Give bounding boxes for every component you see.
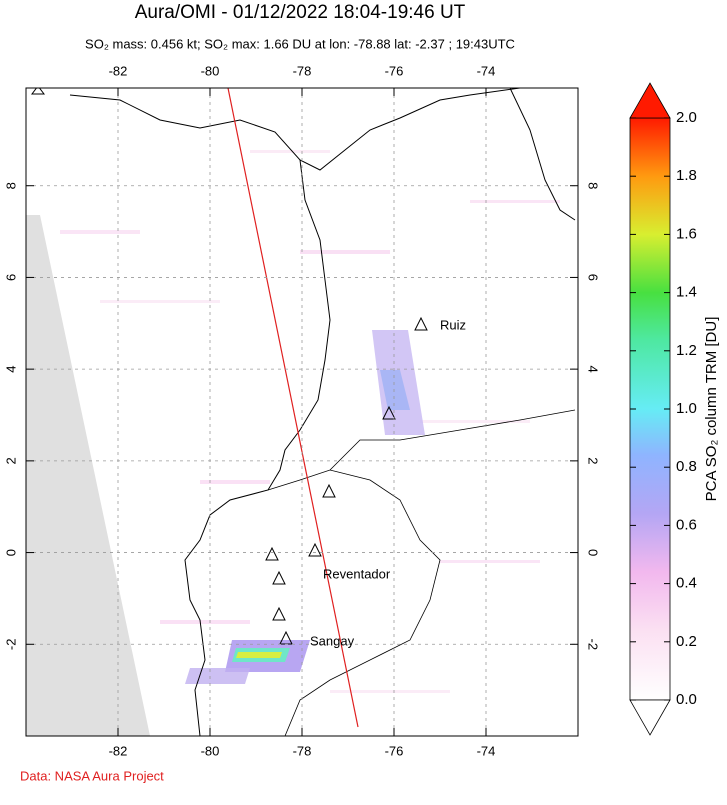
y-tick-label: 0	[3, 549, 18, 556]
map-body	[26, 88, 578, 736]
y-tick-label: 2	[3, 457, 18, 464]
volcano-label: Ruiz	[440, 317, 466, 332]
colorbar-tick-label: 2.0	[676, 109, 697, 126]
orbit-track	[227, 88, 359, 728]
colorbar-tick-label: 1.4	[676, 284, 697, 301]
grid	[26, 88, 578, 736]
volcano-label: Sangay	[310, 633, 355, 648]
colorbar-tick-label: 0.8	[676, 458, 697, 475]
y-tick-label: 4	[3, 366, 18, 373]
footer: Data: NASA Aura Project	[20, 768, 164, 783]
y-tick-label: -2	[3, 639, 18, 651]
no-data-swath	[26, 215, 150, 736]
colorbar-max-arrow	[629, 82, 671, 119]
y-tick-label: 8	[3, 182, 18, 189]
x-tick-label: -76	[385, 63, 404, 78]
x-tick-label: -74	[477, 743, 496, 758]
y-tick-label: 6	[3, 274, 18, 281]
coastline	[69, 88, 576, 736]
y-tick-label: 8	[586, 182, 601, 189]
so2-plume	[380, 370, 410, 410]
x-tick-label: -82	[109, 743, 128, 758]
so2-background	[60, 150, 560, 693]
x-tick-label: -74	[477, 63, 496, 78]
x-tick-label: -76	[385, 743, 404, 758]
x-tick-label: -80	[201, 743, 220, 758]
volcano-markers	[31, 88, 428, 645]
colorbar-tick-label: 0.2	[676, 633, 697, 650]
colorbar-tick-label: 1.0	[676, 400, 697, 417]
x-tick-label: -78	[293, 63, 312, 78]
y-tick-label: 4	[586, 366, 601, 373]
colorbar-tick-label: 1.2	[676, 342, 697, 359]
colorbar-tick-label: 1.8	[676, 167, 697, 184]
border	[267, 409, 576, 736]
volcano-label: Reventador	[323, 566, 391, 581]
so2-plume	[236, 652, 282, 658]
so2-plume	[185, 668, 250, 684]
x-tick-label: -80	[201, 63, 220, 78]
x-tick-label: -78	[293, 743, 312, 758]
subtitle: SO₂ mass: 0.456 kt; SO₂ max: 1.66 DU at …	[85, 36, 515, 51]
colorbar-tick-label: 0.4	[676, 575, 697, 592]
colorbar	[629, 117, 671, 701]
colorbar-tick-label: 0.0	[676, 691, 697, 708]
y-tick-label: 0	[586, 549, 601, 556]
title: Aura/OMI - 01/12/2022 18:04-19:46 UT	[135, 2, 466, 23]
y-tick-label: -2	[586, 639, 601, 651]
colorbar-min-arrow	[629, 699, 671, 736]
x-tick-label: -82	[109, 63, 128, 78]
colorbar-tick-label: 1.6	[676, 225, 697, 242]
colorbar-tick-label: 0.6	[676, 516, 697, 533]
colorbar-label: PCA SO₂ column TRM [DU]	[703, 317, 720, 502]
y-tick-label: 6	[586, 274, 601, 281]
y-tick-label: 2	[586, 457, 601, 464]
